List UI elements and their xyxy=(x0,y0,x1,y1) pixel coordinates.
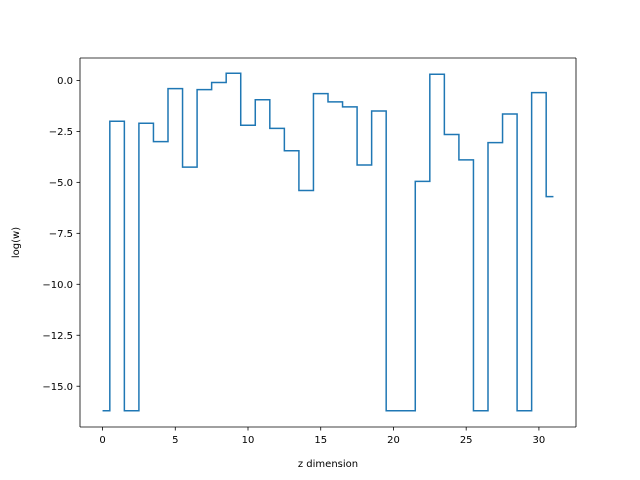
plot-area xyxy=(80,58,576,427)
x-tick-label: 5 xyxy=(172,435,178,446)
x-tick-label: 20 xyxy=(387,435,400,446)
axes-layer: 0 5 10 15 20 25 30 −15.0 −12.5 −10.0 −7.5 −5.0 −2.5 0… xyxy=(42,57,577,446)
x-tick-label: 10 xyxy=(242,435,255,446)
x-tick-label: 25 xyxy=(460,435,473,446)
y-tick-label: −2.5 xyxy=(49,127,73,138)
y-tick-label: −7.5 xyxy=(49,229,73,240)
y-tick-label: −15.0 xyxy=(42,382,73,393)
series-line-0 xyxy=(102,72,554,412)
y-tick-label: −5.0 xyxy=(49,178,73,189)
x-tick-label: 0 xyxy=(99,435,105,446)
y-axis-title: log(w) xyxy=(11,227,22,258)
x-tick-label: 15 xyxy=(314,435,327,446)
x-tick-label: 30 xyxy=(533,435,546,446)
y-tick-label: −12.5 xyxy=(42,331,73,342)
y-tick-label: 0.0 xyxy=(57,76,73,87)
x-axis-title: z dimension xyxy=(298,459,358,470)
y-tick-label: −10.0 xyxy=(42,280,73,291)
series-layer xyxy=(102,72,554,412)
